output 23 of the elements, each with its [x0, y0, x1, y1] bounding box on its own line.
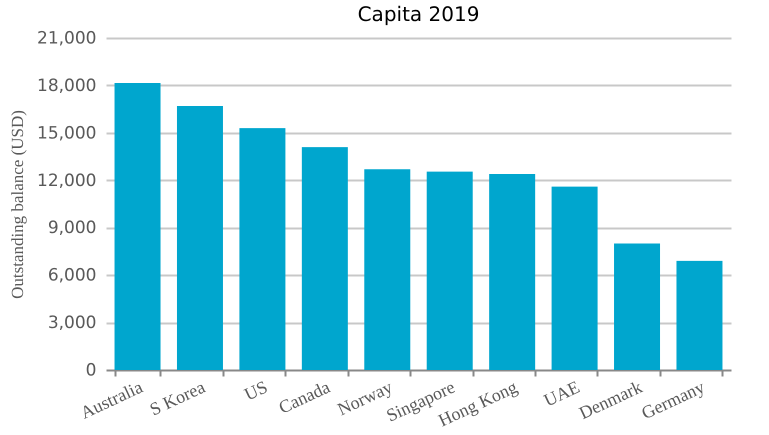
- y-tick-label: 18,000: [37, 76, 96, 96]
- bar: [239, 128, 286, 370]
- bar: [114, 83, 161, 370]
- bar: [426, 172, 473, 370]
- y-tick-label: 21,000: [37, 28, 96, 48]
- y-tick-label: 12,000: [37, 170, 96, 191]
- y-tick-label: 0: [86, 360, 96, 380]
- y-tick-label: 15,000: [37, 123, 96, 144]
- x-tick-label: S Korea: [146, 376, 208, 420]
- bar: [364, 169, 410, 370]
- bar: [302, 147, 348, 370]
- x-tick-label: US: [241, 376, 271, 405]
- y-tick-label: 9,000: [48, 218, 96, 238]
- bar: [489, 174, 536, 370]
- y-tick-label: 3,000: [48, 313, 96, 334]
- y-axis-title: Outstanding balance (USD): [8, 110, 28, 299]
- bar: [614, 244, 660, 370]
- x-tick-label: Canada: [276, 376, 333, 418]
- bar: [676, 260, 722, 370]
- y-tick-label: 6,000: [48, 266, 96, 286]
- chart-title: Capita 2019: [358, 2, 480, 26]
- bar: [176, 106, 223, 370]
- bar: [552, 186, 598, 370]
